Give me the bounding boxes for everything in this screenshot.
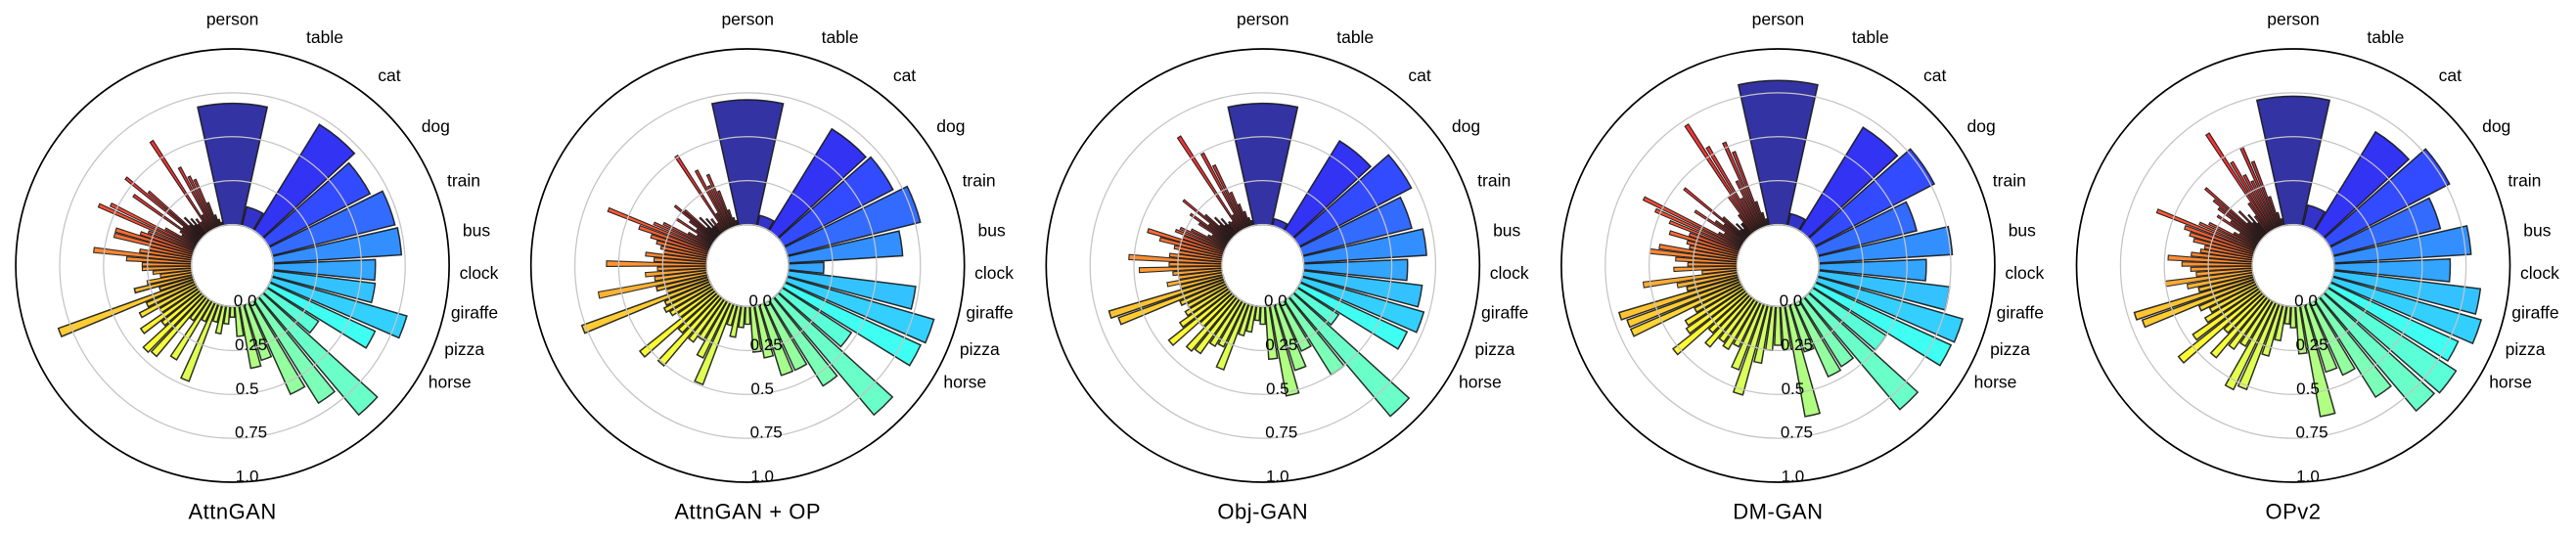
svg-text:train: train xyxy=(447,170,480,190)
svg-text:cat: cat xyxy=(2439,66,2462,85)
svg-text:1.0: 1.0 xyxy=(750,468,774,486)
svg-text:0.5: 0.5 xyxy=(236,380,259,398)
svg-text:0.75: 0.75 xyxy=(2295,424,2327,442)
svg-text:0.75: 0.75 xyxy=(750,424,783,442)
svg-text:clock: clock xyxy=(2005,263,2044,283)
svg-text:OPv2: OPv2 xyxy=(2265,500,2321,524)
svg-text:pizza: pizza xyxy=(1990,339,2030,359)
svg-text:AttnGAN: AttnGAN xyxy=(188,500,276,524)
svg-text:0.0: 0.0 xyxy=(234,291,257,310)
svg-text:table: table xyxy=(2367,27,2404,47)
svg-text:horse: horse xyxy=(429,373,472,392)
svg-text:giraffe: giraffe xyxy=(966,303,1013,323)
svg-text:0.0: 0.0 xyxy=(2294,291,2318,310)
svg-text:dog: dog xyxy=(1966,116,1995,136)
svg-text:person: person xyxy=(1237,10,1289,29)
svg-text:train: train xyxy=(963,170,996,190)
svg-text:pizza: pizza xyxy=(960,339,1000,359)
svg-text:0.5: 0.5 xyxy=(2296,380,2320,398)
svg-text:giraffe: giraffe xyxy=(1481,303,1528,323)
svg-text:table: table xyxy=(1852,27,1889,47)
svg-text:bus: bus xyxy=(2523,220,2551,240)
svg-text:1.0: 1.0 xyxy=(1266,468,1289,486)
svg-text:cat: cat xyxy=(378,66,400,85)
svg-text:clock: clock xyxy=(460,263,499,283)
svg-text:0.0: 0.0 xyxy=(1780,291,1803,310)
svg-text:0.25: 0.25 xyxy=(235,335,267,354)
svg-text:giraffe: giraffe xyxy=(2511,303,2558,323)
svg-text:clock: clock xyxy=(2520,263,2559,283)
svg-text:bus: bus xyxy=(977,220,1005,240)
svg-text:giraffe: giraffe xyxy=(451,303,498,323)
svg-text:dog: dog xyxy=(422,116,450,136)
svg-text:clock: clock xyxy=(1490,263,1529,283)
svg-text:train: train xyxy=(1993,170,2026,190)
svg-text:dog: dog xyxy=(1452,116,1480,136)
svg-text:0.5: 0.5 xyxy=(750,380,774,398)
svg-text:dog: dog xyxy=(2482,116,2510,136)
svg-text:pizza: pizza xyxy=(444,339,484,359)
svg-text:1.0: 1.0 xyxy=(1782,468,1805,486)
svg-text:cat: cat xyxy=(1923,66,1946,85)
svg-text:table: table xyxy=(1336,27,1374,47)
svg-text:0.25: 0.25 xyxy=(2295,335,2327,354)
svg-text:0.0: 0.0 xyxy=(748,291,772,310)
svg-text:clock: clock xyxy=(974,263,1014,283)
svg-text:train: train xyxy=(2508,170,2541,190)
svg-text:0.25: 0.25 xyxy=(750,335,783,354)
svg-text:person: person xyxy=(206,10,259,29)
svg-text:0.75: 0.75 xyxy=(235,424,267,442)
svg-text:horse: horse xyxy=(1974,373,2017,392)
svg-text:table: table xyxy=(822,27,859,47)
svg-text:train: train xyxy=(1477,170,1511,190)
svg-text:person: person xyxy=(2267,10,2320,29)
svg-text:0.5: 0.5 xyxy=(1782,380,1805,398)
svg-text:1.0: 1.0 xyxy=(236,468,259,486)
svg-text:bus: bus xyxy=(2009,220,2036,240)
svg-text:table: table xyxy=(306,27,343,47)
svg-text:person: person xyxy=(721,10,774,29)
svg-text:DM-GAN: DM-GAN xyxy=(1733,500,1823,524)
svg-text:horse: horse xyxy=(2489,373,2532,392)
svg-text:dog: dog xyxy=(936,116,965,136)
svg-text:0.75: 0.75 xyxy=(1265,424,1297,442)
svg-text:0.75: 0.75 xyxy=(1781,424,1813,442)
svg-text:AttnGAN + OP: AttnGAN + OP xyxy=(674,500,821,524)
svg-text:Obj-GAN: Obj-GAN xyxy=(1217,500,1308,524)
svg-text:horse: horse xyxy=(1459,373,1502,392)
svg-text:giraffe: giraffe xyxy=(1997,303,2044,323)
svg-text:0.25: 0.25 xyxy=(1265,335,1297,354)
svg-text:1.0: 1.0 xyxy=(2296,468,2320,486)
svg-text:0.25: 0.25 xyxy=(1781,335,1813,354)
svg-text:bus: bus xyxy=(1493,220,1520,240)
svg-text:cat: cat xyxy=(893,66,916,85)
svg-text:0.5: 0.5 xyxy=(1266,380,1289,398)
svg-text:person: person xyxy=(1752,10,1805,29)
svg-text:0.0: 0.0 xyxy=(1264,291,1288,310)
svg-text:horse: horse xyxy=(943,373,986,392)
svg-text:cat: cat xyxy=(1408,66,1430,85)
svg-text:pizza: pizza xyxy=(2506,339,2546,359)
svg-text:bus: bus xyxy=(463,220,490,240)
svg-text:pizza: pizza xyxy=(1474,339,1514,359)
